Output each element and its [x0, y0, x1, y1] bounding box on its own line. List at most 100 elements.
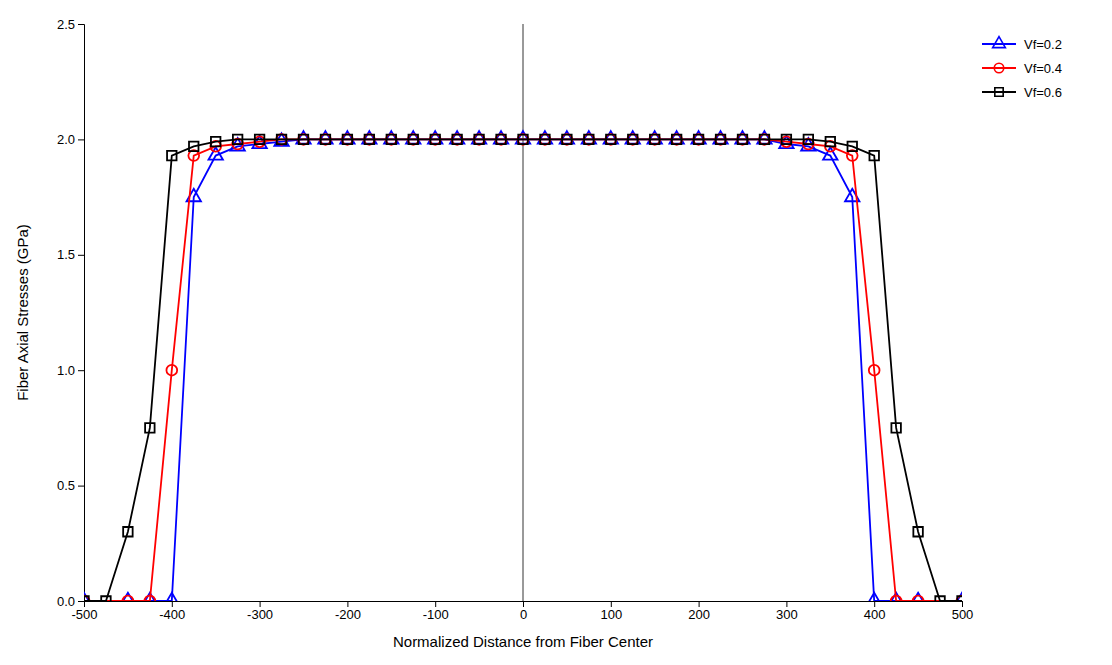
marker [343, 135, 352, 144]
marker [362, 131, 376, 143]
marker [296, 131, 310, 143]
marker [738, 135, 747, 144]
tick: 1.5 [57, 247, 84, 262]
tick-label: 0.5 [57, 478, 75, 493]
tick-mark [786, 601, 787, 607]
axis-line [85, 602, 963, 608]
marker [604, 131, 618, 143]
marker [518, 135, 527, 144]
marker [848, 142, 857, 151]
marker [691, 131, 705, 143]
legend-item: Vf=0.6 [982, 85, 1062, 100]
marker [628, 135, 637, 144]
marker [760, 135, 769, 144]
marker [145, 423, 154, 432]
marker [582, 131, 596, 143]
marker [101, 596, 110, 601]
marker [166, 365, 177, 376]
legend-label: Vf=0.6 [1024, 85, 1062, 100]
marker [672, 135, 681, 144]
marker [891, 596, 902, 601]
marker [428, 131, 442, 143]
marker [562, 135, 571, 144]
marker [474, 135, 483, 144]
tick-label: -200 [335, 607, 361, 622]
marker [430, 135, 439, 144]
marker [650, 135, 659, 144]
tick-label: 1.0 [57, 363, 75, 378]
marker [211, 137, 220, 146]
tick: -200 [335, 601, 361, 622]
tick-mark [435, 601, 436, 607]
marker [867, 593, 881, 601]
marker [781, 136, 792, 147]
series [84, 131, 962, 601]
legend-item: Vf=0.4 [982, 61, 1062, 76]
marker [913, 527, 922, 536]
tick-label: 2.0 [57, 132, 75, 147]
tick-mark [78, 139, 84, 140]
marker [123, 527, 132, 536]
marker [826, 137, 835, 146]
marker [540, 135, 549, 144]
marker [254, 136, 265, 147]
legend-line [982, 67, 1016, 69]
plot: -500-400-300-200-10001002003004005000.00… [14, 17, 1062, 650]
marker [669, 131, 683, 143]
legend-marker [994, 63, 1003, 72]
x-axis-title: Normalized Distance from Fiber Center [393, 633, 653, 650]
marker [584, 135, 593, 144]
legend-label: Vf=0.2 [1024, 37, 1062, 52]
tick-label: 0 [520, 607, 527, 622]
tick-mark [78, 24, 84, 25]
tick: 2.5 [57, 17, 84, 32]
marker [84, 596, 89, 601]
marker [450, 131, 464, 143]
tick-mark [78, 370, 84, 371]
series-line [84, 139, 962, 601]
legend-marker [993, 37, 1006, 48]
marker [387, 135, 396, 144]
tick: 400 [864, 601, 886, 622]
marker [606, 135, 615, 144]
tick-mark [172, 601, 173, 607]
legend-line [982, 91, 1016, 93]
tick-mark [699, 601, 700, 607]
marker [409, 135, 418, 144]
legend: Vf=0.2 Vf=0.4 Vf=0.6 [982, 37, 1062, 100]
legend-label: Vf=0.4 [1024, 61, 1062, 76]
tick: 0.5 [57, 478, 84, 493]
tick-label: -500 [71, 607, 97, 622]
marker [384, 131, 398, 143]
tick: 100 [600, 601, 622, 622]
marks [84, 24, 962, 601]
series [84, 134, 962, 601]
marker [694, 135, 703, 144]
marker [713, 131, 727, 143]
marker [365, 135, 374, 144]
tick-label: -100 [423, 607, 449, 622]
tick: 2.0 [57, 132, 84, 147]
marker [167, 151, 176, 160]
y-axis: 0.00.51.01.52.02.5 [57, 17, 85, 609]
tick-label: 100 [600, 607, 622, 622]
tick: 1.0 [57, 363, 84, 378]
marker [716, 135, 725, 144]
marker [757, 131, 771, 143]
marker [165, 593, 179, 601]
marker [538, 131, 552, 143]
marker [735, 131, 749, 143]
series-line [84, 139, 962, 601]
marker [957, 596, 962, 601]
legend-item: Vf=0.2 [982, 37, 1062, 52]
reference-line [523, 24, 524, 601]
chart: -500-400-300-200-10001002003004005000.00… [0, 0, 1112, 665]
marker [913, 596, 924, 601]
marker [804, 135, 813, 144]
series-line [84, 139, 962, 601]
marker [496, 135, 505, 144]
marker [869, 151, 878, 160]
tick: -300 [247, 601, 273, 622]
tick-label: 1.5 [57, 247, 75, 262]
tick: -500 [71, 601, 97, 622]
